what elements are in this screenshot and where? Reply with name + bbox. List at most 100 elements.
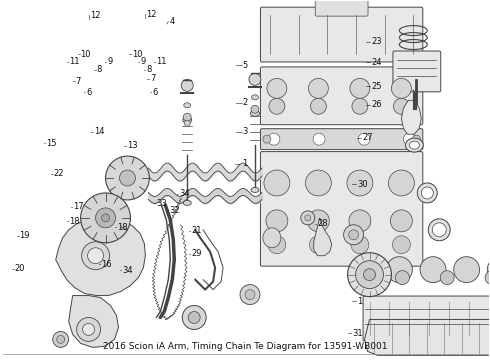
Circle shape — [454, 257, 480, 283]
Circle shape — [268, 133, 280, 145]
Circle shape — [240, 285, 260, 305]
Text: 8: 8 — [97, 65, 102, 74]
Text: 2: 2 — [243, 98, 248, 107]
Text: 18: 18 — [69, 217, 80, 226]
Circle shape — [96, 208, 116, 228]
Circle shape — [350, 78, 370, 98]
Text: 30: 30 — [357, 180, 368, 189]
Polygon shape — [401, 100, 421, 134]
FancyBboxPatch shape — [363, 296, 490, 341]
Ellipse shape — [250, 110, 259, 116]
Circle shape — [82, 242, 110, 270]
Circle shape — [395, 271, 409, 285]
FancyBboxPatch shape — [261, 152, 423, 266]
Text: 15: 15 — [47, 139, 57, 148]
Circle shape — [440, 271, 454, 285]
Text: 6: 6 — [152, 88, 158, 97]
FancyBboxPatch shape — [261, 67, 423, 125]
FancyBboxPatch shape — [261, 7, 423, 62]
Circle shape — [183, 113, 191, 121]
Text: 14: 14 — [94, 127, 104, 136]
Text: 12: 12 — [90, 10, 101, 19]
Text: 1: 1 — [243, 159, 248, 168]
Circle shape — [309, 236, 327, 254]
Circle shape — [348, 230, 359, 240]
Circle shape — [81, 193, 130, 243]
Text: 3: 3 — [243, 127, 248, 136]
Text: 6: 6 — [86, 88, 92, 97]
Text: 8: 8 — [147, 65, 152, 74]
Ellipse shape — [251, 188, 259, 193]
Circle shape — [245, 289, 255, 300]
Text: 31: 31 — [352, 329, 363, 338]
Text: 7: 7 — [75, 77, 81, 86]
Text: 5: 5 — [243, 61, 248, 70]
Circle shape — [188, 311, 200, 323]
Text: 26: 26 — [371, 100, 382, 109]
Text: 32: 32 — [170, 206, 180, 215]
Circle shape — [83, 323, 95, 336]
Text: 29: 29 — [191, 249, 202, 258]
Circle shape — [267, 78, 287, 98]
Text: 11: 11 — [69, 57, 80, 66]
Circle shape — [485, 271, 490, 285]
Circle shape — [393, 98, 409, 114]
Circle shape — [76, 318, 100, 341]
Circle shape — [347, 170, 373, 196]
Text: 20: 20 — [15, 265, 25, 274]
Text: 25: 25 — [371, 82, 381, 91]
Circle shape — [308, 78, 328, 98]
Ellipse shape — [405, 138, 423, 152]
Circle shape — [392, 236, 410, 254]
Circle shape — [313, 133, 325, 145]
Circle shape — [57, 336, 65, 343]
FancyBboxPatch shape — [261, 129, 423, 150]
Circle shape — [305, 215, 311, 221]
Circle shape — [120, 170, 135, 186]
Text: 34: 34 — [122, 266, 133, 275]
Polygon shape — [365, 319, 490, 355]
Circle shape — [358, 133, 370, 145]
Text: 7: 7 — [150, 75, 155, 84]
Circle shape — [347, 253, 392, 297]
Text: 18: 18 — [117, 223, 128, 232]
Text: 34: 34 — [179, 189, 190, 198]
Circle shape — [349, 210, 371, 232]
Circle shape — [351, 236, 369, 254]
Ellipse shape — [251, 95, 258, 100]
Text: 9: 9 — [107, 57, 113, 66]
Circle shape — [343, 225, 364, 245]
Text: 17: 17 — [73, 202, 84, 211]
Circle shape — [488, 257, 490, 283]
Circle shape — [356, 261, 384, 289]
Circle shape — [184, 120, 190, 126]
Circle shape — [305, 170, 331, 196]
Polygon shape — [314, 218, 332, 256]
Polygon shape — [56, 218, 146, 296]
Text: 9: 9 — [140, 57, 146, 66]
Text: 27: 27 — [362, 133, 373, 142]
Circle shape — [266, 210, 288, 232]
Text: 23: 23 — [371, 37, 382, 46]
Circle shape — [268, 236, 286, 254]
Circle shape — [307, 210, 329, 232]
Text: 33: 33 — [156, 199, 167, 208]
Circle shape — [101, 214, 110, 222]
Ellipse shape — [417, 183, 437, 203]
Text: 21: 21 — [191, 226, 202, 235]
Ellipse shape — [409, 141, 419, 149]
Text: 24: 24 — [371, 58, 381, 67]
Ellipse shape — [428, 219, 450, 241]
Polygon shape — [69, 296, 119, 347]
Text: 4: 4 — [170, 17, 174, 26]
Circle shape — [105, 156, 149, 200]
Text: 28: 28 — [317, 219, 328, 228]
Text: 12: 12 — [147, 10, 157, 19]
Text: 10: 10 — [80, 50, 91, 59]
Circle shape — [269, 98, 285, 114]
Ellipse shape — [183, 201, 191, 206]
Text: 1: 1 — [357, 297, 363, 306]
Ellipse shape — [432, 223, 446, 237]
Text: 22: 22 — [54, 169, 64, 178]
Circle shape — [413, 135, 420, 143]
